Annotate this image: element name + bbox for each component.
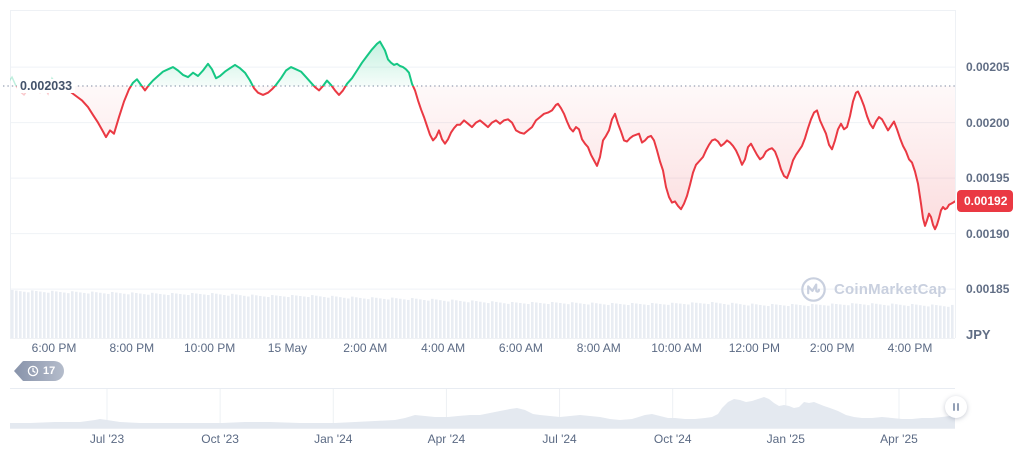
range-selector-month-label: Jan '24 xyxy=(314,432,353,446)
y-axis-tick-label: 0.00200 xyxy=(966,115,1010,130)
range-selector-month-label: Oct '24 xyxy=(653,432,692,446)
x-axis-tick-label: 8:00 AM xyxy=(576,341,621,355)
price-chart[interactable] xyxy=(0,0,1023,360)
range-selector-month-label: Jan '25 xyxy=(766,432,805,446)
x-axis-tick-label: 4:00 PM xyxy=(887,341,933,355)
y-axis-tick-label: 0.00190 xyxy=(966,226,1010,241)
range-selector-month-label: Apr '25 xyxy=(880,432,918,446)
range-selector-month-label: Apr '24 xyxy=(427,432,466,446)
range-selector-month-label: Oct '23 xyxy=(201,432,239,446)
x-axis-tick-label: 8:00 PM xyxy=(109,341,155,355)
baseline-price-label: 0.002033 xyxy=(17,79,76,93)
range-selector-month-label: Jul '24 xyxy=(542,432,577,446)
x-axis-tick-label: 10:00 AM xyxy=(651,341,702,355)
range-selector-month-label: Jul '23 xyxy=(89,432,125,446)
watermark: CoinMarketCap xyxy=(800,276,947,303)
x-axis-tick-label: 2:00 AM xyxy=(343,341,388,355)
y-axis-tick-label: 0.00205 xyxy=(966,60,1010,75)
current-price-badge: 0.00192 xyxy=(957,190,1013,213)
drag-handle-icon xyxy=(957,403,959,411)
coinmarketcap-logo-icon xyxy=(801,277,826,302)
currency-label: JPY xyxy=(966,327,991,342)
x-axis-tick-label: 12:00 PM xyxy=(728,341,781,355)
history-count-badge[interactable]: 17 xyxy=(14,361,65,381)
x-axis-tick-label: 6:00 AM xyxy=(498,341,543,355)
y-axis-tick-label: 0.00185 xyxy=(966,282,1010,297)
x-axis-tick-label: 15 May xyxy=(267,341,308,355)
range-drag-handle[interactable] xyxy=(945,396,967,418)
history-clock-icon xyxy=(27,365,39,377)
range-selector[interactable] xyxy=(0,388,1023,434)
history-count: 17 xyxy=(43,365,56,377)
drag-handle-icon xyxy=(953,403,955,411)
y-axis-tick-label: 0.00195 xyxy=(966,171,1010,186)
x-axis-tick-label: 4:00 AM xyxy=(421,341,466,355)
watermark-text: CoinMarketCap xyxy=(834,281,947,298)
x-axis-tick-label: 6:00 PM xyxy=(31,341,77,355)
x-axis-tick-label: 2:00 PM xyxy=(809,341,855,355)
x-axis-tick-label: 10:00 PM xyxy=(183,341,236,355)
